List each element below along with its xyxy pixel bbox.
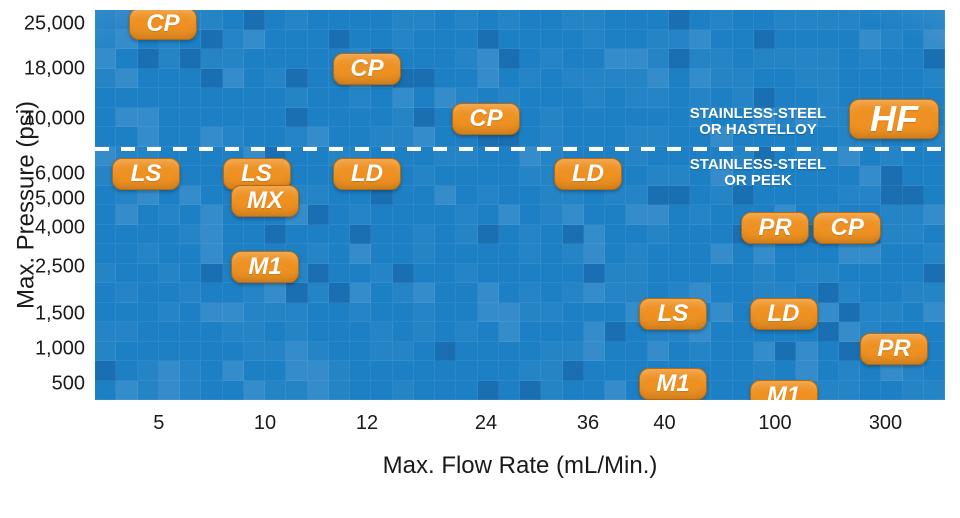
x-tick: 300 [869, 412, 902, 435]
series-pill-m1-16: M1 [750, 380, 818, 400]
x-tick: 24 [475, 412, 497, 435]
x-axis-ticks: 5 10 12 24 36 40 100 300 [95, 412, 945, 442]
annotation-below-divider: STAINLESS-STEELOR PEEK [690, 157, 826, 190]
series-pill-hf-3: HF [849, 99, 939, 139]
x-axis-label: Max. Flow Rate (mL/Min.) [383, 452, 658, 480]
y-tick: 1,500 [35, 303, 85, 326]
series-pill-cp-2: CP [452, 103, 520, 135]
series-pill-ls-12: LS [639, 298, 707, 330]
series-pill-cp-1: CP [333, 53, 401, 85]
x-tick: 12 [356, 412, 378, 435]
series-pill-mx-8: MX [231, 185, 299, 217]
y-axis-label: Max. Pressure (psi) [13, 101, 41, 309]
y-tick: 1,000 [35, 338, 85, 361]
y-tick: 6,000 [35, 162, 85, 185]
y-tick: 25,000 [24, 12, 85, 35]
series-pill-ls-4: LS [112, 158, 180, 190]
x-tick: 10 [254, 412, 276, 435]
series-pill-m1-9: M1 [231, 251, 299, 283]
y-tick: 4,000 [35, 217, 85, 240]
series-pill-pr-10: PR [741, 212, 809, 244]
material-divider-line [95, 147, 945, 151]
x-tick: 40 [653, 412, 675, 435]
pump-selection-chart: STAINLESS-STEELOR HASTELLOY STAINLESS-STE… [0, 0, 960, 518]
x-tick: 36 [577, 412, 599, 435]
series-pill-cp-0: CP [129, 10, 197, 40]
y-tick: 5,000 [35, 188, 85, 211]
series-pill-cp-11: CP [813, 212, 881, 244]
series-pill-ld-7: LD [554, 158, 622, 190]
annotation-above-divider: STAINLESS-STEELOR HASTELLOY [690, 106, 826, 139]
y-tick: 2,500 [35, 256, 85, 279]
y-tick: 18,000 [24, 57, 85, 80]
series-pill-ld-6: LD [333, 158, 401, 190]
series-pill-m1-15: M1 [639, 368, 707, 400]
plot-area: STAINLESS-STEELOR HASTELLOY STAINLESS-STE… [95, 10, 945, 400]
x-tick: 100 [758, 412, 791, 435]
series-pill-pr-14: PR [860, 333, 928, 365]
y-tick: 500 [52, 373, 85, 396]
x-tick: 5 [153, 412, 164, 435]
series-pill-ld-13: LD [750, 298, 818, 330]
